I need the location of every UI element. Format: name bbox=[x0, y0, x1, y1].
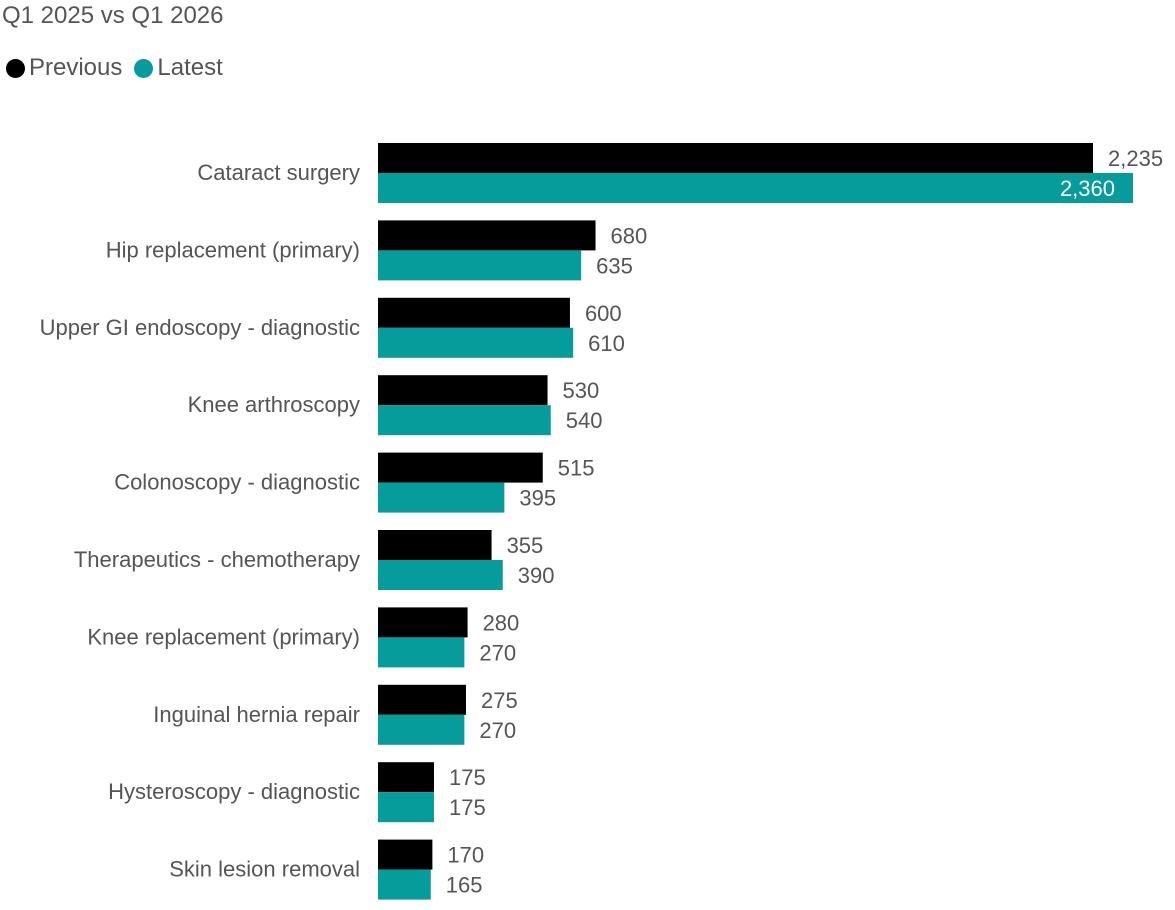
data-label-latest: 270 bbox=[479, 718, 516, 743]
data-label-latest: 175 bbox=[449, 795, 486, 820]
category-label: Colonoscopy - diagnostic bbox=[114, 470, 360, 495]
bar-latest bbox=[378, 405, 551, 436]
bar-previous bbox=[378, 375, 548, 406]
category-label: Hysteroscopy - diagnostic bbox=[108, 779, 360, 804]
bar-previous bbox=[378, 220, 596, 251]
legend-label-previous: Previous bbox=[29, 54, 123, 81]
data-label-previous: 275 bbox=[481, 688, 518, 713]
data-label-previous: 355 bbox=[507, 533, 544, 558]
category-label: Inguinal hernia repair bbox=[153, 702, 360, 727]
bar-previous bbox=[378, 684, 466, 715]
bar-latest bbox=[378, 173, 1133, 203]
category-label: Upper GI endoscopy - diagnostic bbox=[40, 315, 360, 340]
data-label-previous: 515 bbox=[558, 456, 595, 481]
data-label-latest: 540 bbox=[566, 408, 603, 433]
data-label-previous: 680 bbox=[611, 223, 648, 248]
data-label-previous: 175 bbox=[449, 765, 486, 790]
bar-latest bbox=[378, 250, 582, 281]
legend-swatch-latest bbox=[134, 58, 154, 78]
data-label-latest: 270 bbox=[479, 640, 516, 665]
category-label: Cataract surgery bbox=[197, 160, 360, 185]
bar-previous bbox=[378, 607, 468, 638]
bar-previous bbox=[378, 530, 492, 560]
bar-latest bbox=[378, 869, 431, 900]
legend-item-latest: Latest bbox=[134, 54, 223, 82]
category-label: Knee arthroscopy bbox=[188, 392, 360, 417]
data-label-previous: 600 bbox=[585, 301, 622, 326]
bar-latest bbox=[378, 327, 574, 358]
bar-previous bbox=[378, 452, 543, 483]
chart-legend: Previous Latest bbox=[6, 54, 235, 82]
bar-latest bbox=[378, 637, 465, 668]
data-label-latest: 395 bbox=[519, 486, 556, 511]
chart-subtitle: Q1 2025 vs Q1 2026 bbox=[2, 2, 224, 29]
data-label-previous: 2,235 bbox=[1108, 146, 1163, 171]
bar-latest bbox=[378, 792, 434, 823]
bar-latest bbox=[378, 482, 505, 513]
data-label-latest: 610 bbox=[588, 331, 625, 356]
data-label-latest: 390 bbox=[518, 563, 555, 588]
category-label: Knee replacement (primary) bbox=[87, 624, 360, 649]
category-label: Skin lesion removal bbox=[169, 857, 360, 882]
legend-item-previous: Previous bbox=[6, 54, 122, 82]
data-label-latest: 635 bbox=[596, 253, 633, 278]
legend-label-latest: Latest bbox=[157, 54, 223, 81]
bar-previous bbox=[378, 297, 570, 328]
data-label-latest: 165 bbox=[446, 873, 483, 898]
bar-latest bbox=[378, 560, 503, 590]
data-label-previous: 170 bbox=[447, 843, 484, 868]
bar-latest bbox=[378, 714, 465, 745]
category-label: Hip replacement (primary) bbox=[106, 237, 360, 262]
bar-previous bbox=[378, 143, 1094, 173]
bar-previous bbox=[378, 839, 433, 870]
bar-previous bbox=[378, 762, 434, 793]
legend-swatch-previous bbox=[6, 58, 25, 78]
data-label-latest: 2,360 bbox=[1060, 176, 1115, 201]
data-label-previous: 530 bbox=[563, 378, 600, 403]
category-label: Therapeutics - chemotherapy bbox=[74, 547, 360, 572]
data-label-previous: 280 bbox=[483, 610, 520, 635]
